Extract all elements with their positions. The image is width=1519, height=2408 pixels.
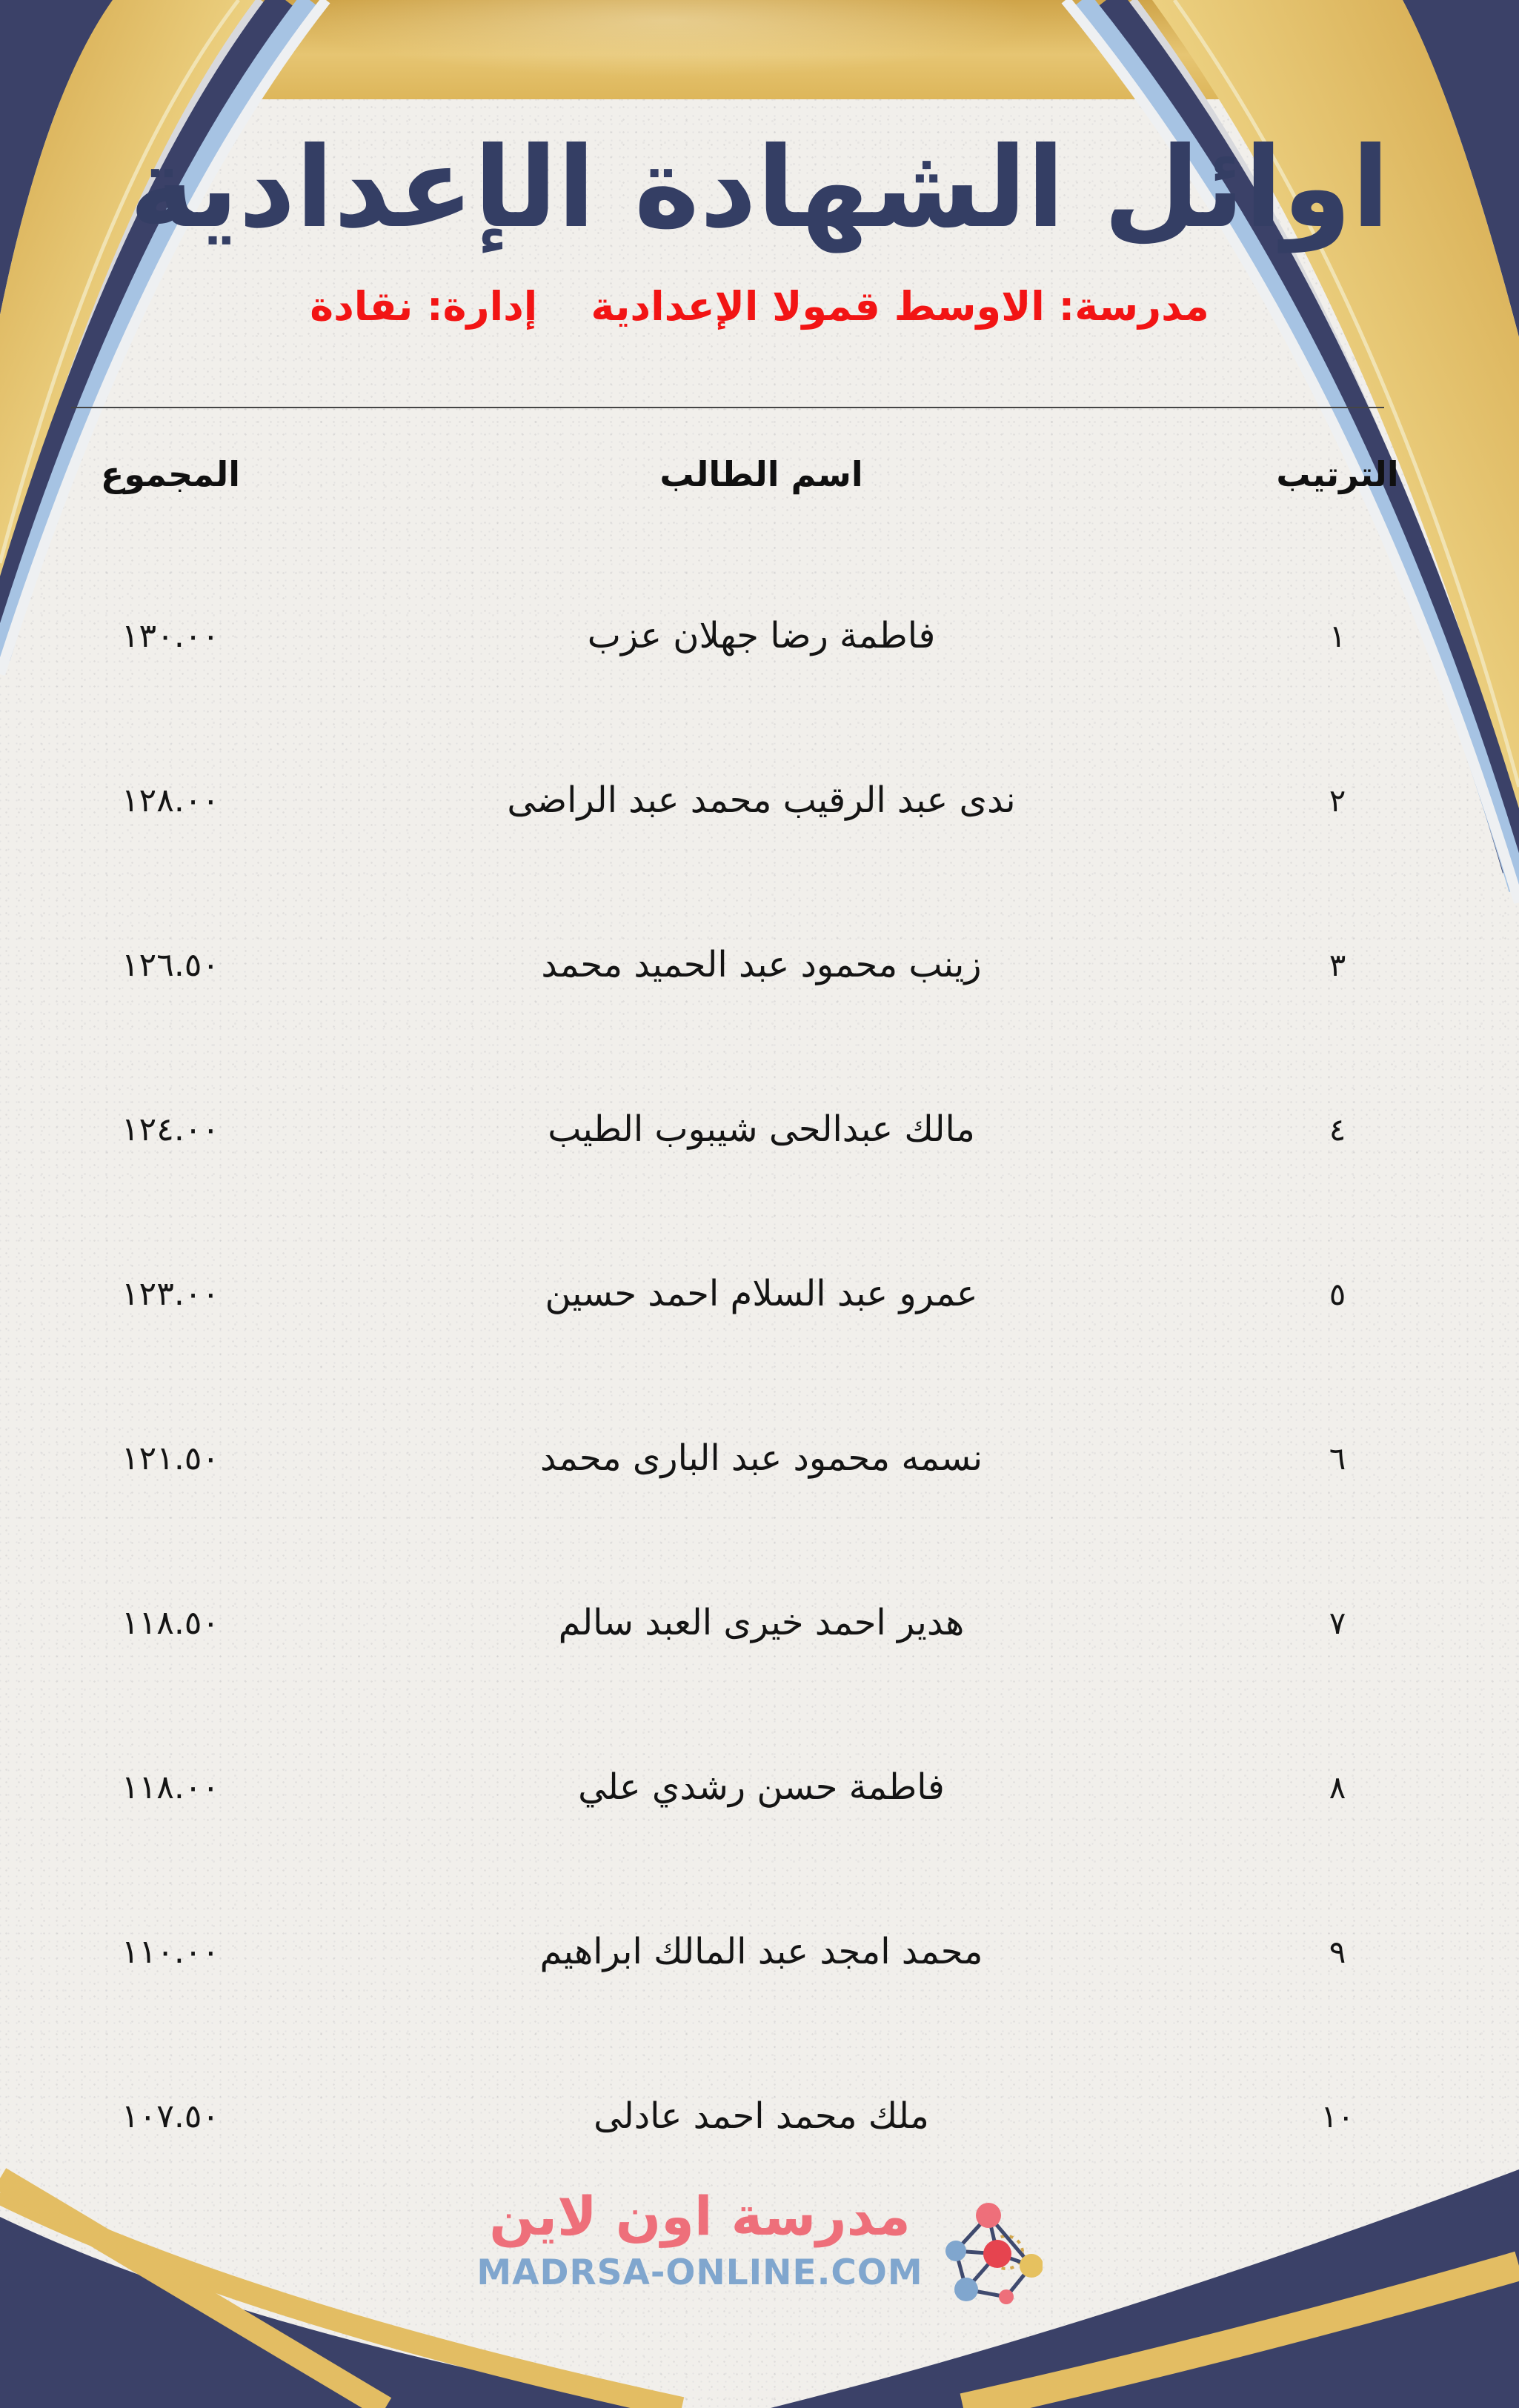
name-cell: ملك محمد احمد عادلى [594, 2095, 929, 2137]
name-cell: مالك عبدالحى شيبوب الطيب [548, 1108, 975, 1150]
name-cell: فاطمة رضا جهلان عزب [587, 615, 936, 656]
name-cell: زينب محمود عبد الحميد محمد [541, 944, 982, 985]
rank-cell: ٦ [1329, 1440, 1346, 1477]
brand-domain: MADRSA-ONLINE.COM [476, 2252, 923, 2294]
district-label: إدارة: نقادة [310, 283, 538, 330]
table-row: ٩ محمد امجد عبد المالك ابراهيم ١١٠.٠٠ [44, 1869, 1449, 2034]
name-cell: ندى عبد الرقيب محمد عبد الراضى [507, 779, 1016, 821]
total-cell: ١٢١.٥٠ [121, 1439, 220, 1477]
rank-cell: ١ [1329, 617, 1346, 654]
page-title: اوائل الشهادة الإعدادية [129, 124, 1392, 253]
table-row: ١٠ ملك محمد احمد عادلى ١٠٧.٥٠ [44, 2034, 1449, 2198]
name-cell: نسمه محمود عبد البارى محمد [539, 1437, 983, 1479]
rank-cell: ٨ [1329, 1769, 1346, 1806]
total-cell: ١٢٦.٥٠ [121, 945, 220, 984]
results-table: ١ فاطمة رضا جهلان عزب ١٣٠.٠٠ ٢ ندى عبد ا… [44, 553, 1449, 2198]
column-header-total: المجموع [100, 454, 241, 494]
header-divider [71, 407, 1384, 408]
table-row: ٧ هدير احمد خيرى العبد سالم ١١٨.٥٠ [44, 1540, 1449, 1705]
rank-cell: ٩ [1329, 1933, 1346, 1970]
name-cell: فاطمة حسن رشدي علي [578, 1766, 945, 1808]
rank-cell: ٣ [1329, 946, 1346, 983]
school-label: مدرسة: الاوسط قمولا الإعدادية [591, 283, 1209, 330]
total-cell: ١٢٤.٠٠ [121, 1110, 220, 1148]
subtitle: مدرسة: الاوسط قمولا الإعدادية إدارة: نقا… [0, 283, 1519, 330]
rank-cell: ١٠ [1320, 2098, 1355, 2135]
name-cell: هدير احمد خيرى العبد سالم [558, 1602, 965, 1643]
footer-logo: مدرسة اون لاين MADRSA-ONLINE.COM [0, 2184, 1519, 2306]
name-cell: محمد امجد عبد المالك ابراهيم [539, 1931, 983, 1972]
top-gold-band [0, 0, 1519, 99]
total-cell: ١٢٣.٠٠ [121, 1274, 220, 1313]
brand-text-block: مدرسة اون لاين MADRSA-ONLINE.COM [476, 2184, 923, 2293]
column-header-name: اسم الطالب [659, 454, 863, 494]
rank-cell: ٢ [1329, 782, 1346, 819]
name-cell: عمرو عبد السلام احمد حسين [545, 1273, 978, 1314]
table-header: الترتيب اسم الطالب المجموع [44, 445, 1449, 504]
table-row: ٣ زينب محمود عبد الحميد محمد ١٢٦.٥٠ [44, 882, 1449, 1047]
column-header-rank: الترتيب [1276, 454, 1399, 494]
total-cell: ١١٠.٠٠ [121, 1932, 220, 1971]
total-cell: ١٠٧.٥٠ [121, 2097, 220, 2135]
table-row: ٦ نسمه محمود عبد البارى محمد ١٢١.٥٠ [44, 1376, 1449, 1540]
table-row: ١ فاطمة رضا جهلان عزب ١٣٠.٠٠ [44, 553, 1449, 718]
total-cell: ١٣٠.٠٠ [121, 616, 220, 655]
table-row: ٨ فاطمة حسن رشدي علي ١١٨.٠٠ [44, 1705, 1449, 1869]
total-cell: ١١٨.٥٠ [121, 1603, 220, 1642]
total-cell: ١١٨.٠٠ [121, 1768, 220, 1806]
table-row: ٥ عمرو عبد السلام احمد حسين ١٢٣.٠٠ [44, 1211, 1449, 1376]
rank-cell: ٧ [1329, 1604, 1346, 1641]
rank-cell: ٤ [1329, 1111, 1346, 1148]
rank-cell: ٥ [1329, 1275, 1346, 1312]
table-row: ٢ ندى عبد الرقيب محمد عبد الراضى ١٢٨.٠٠ [44, 718, 1449, 882]
network-graph-icon [945, 2203, 1043, 2304]
total-cell: ١٢٨.٠٠ [121, 781, 220, 819]
brand-arabic-name: مدرسة اون لاين [489, 2185, 911, 2247]
table-row: ٤ مالك عبدالحى شيبوب الطيب ١٢٤.٠٠ [44, 1047, 1449, 1211]
